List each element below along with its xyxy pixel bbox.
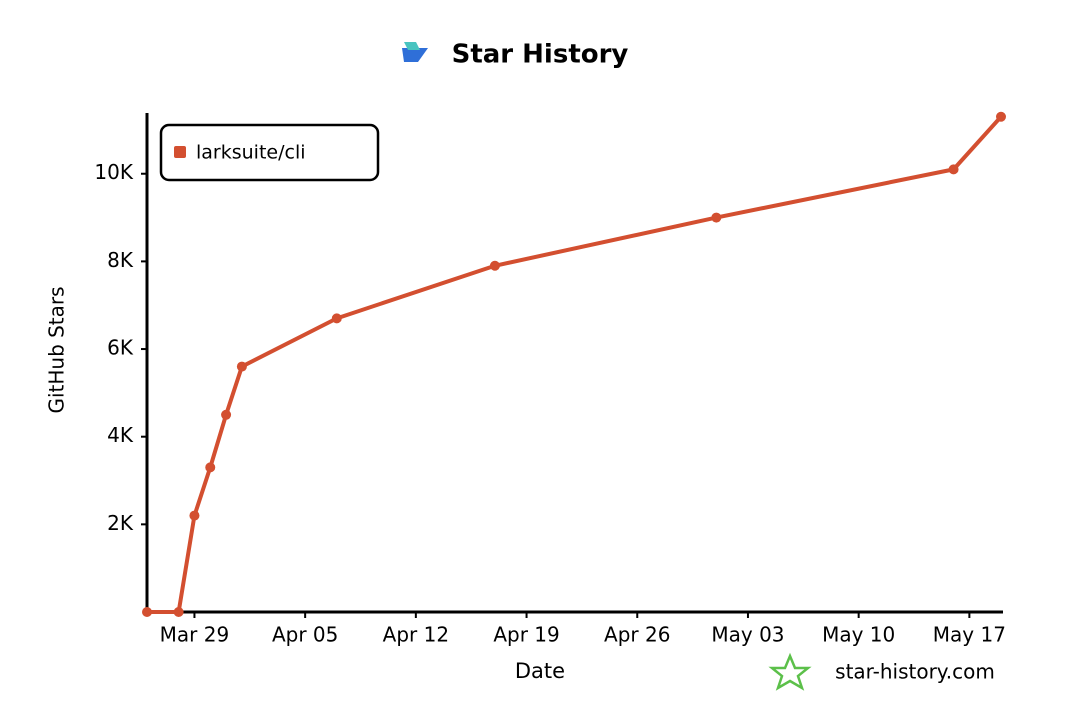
data-point [173,607,184,617]
y-axis-label: GitHub Stars [45,286,69,413]
x-tick-label: Apr 12 [383,623,449,647]
y-tick-label: 4K [107,423,134,447]
x-tick-label: May 17 [933,623,1006,647]
logo [402,42,428,62]
x-tick-label: Apr 26 [604,623,670,647]
x-tick-label: Mar 29 [160,623,230,647]
data-point [236,361,247,372]
data-point [948,164,959,175]
data-point [996,111,1006,122]
y-tick-label: 8K [107,248,134,272]
data-point [205,462,216,473]
data-point [711,212,722,223]
legend-swatch [174,146,186,158]
data-point [331,313,342,324]
data-point [142,607,152,617]
legend-box [159,123,380,182]
legend-label: larksuite/cli [196,142,306,164]
series-line [145,114,1003,614]
data-point [489,260,500,271]
y-tick-label: 2K [107,511,134,535]
x-tick-label: May 10 [822,623,895,647]
watermark: star-history.com [835,660,995,684]
x-axis-label: Date [515,659,565,683]
y-tick-label: 10K [94,160,133,184]
data-point [221,409,232,420]
x-tick-label: May 03 [711,623,784,647]
x-tick-label: Apr 05 [272,623,338,647]
chart-title: Star History [452,40,629,70]
x-tick-label: Apr 19 [493,623,559,647]
y-tick-label: 6K [107,336,134,360]
watermark-logo [768,652,812,691]
data-point [189,510,200,521]
